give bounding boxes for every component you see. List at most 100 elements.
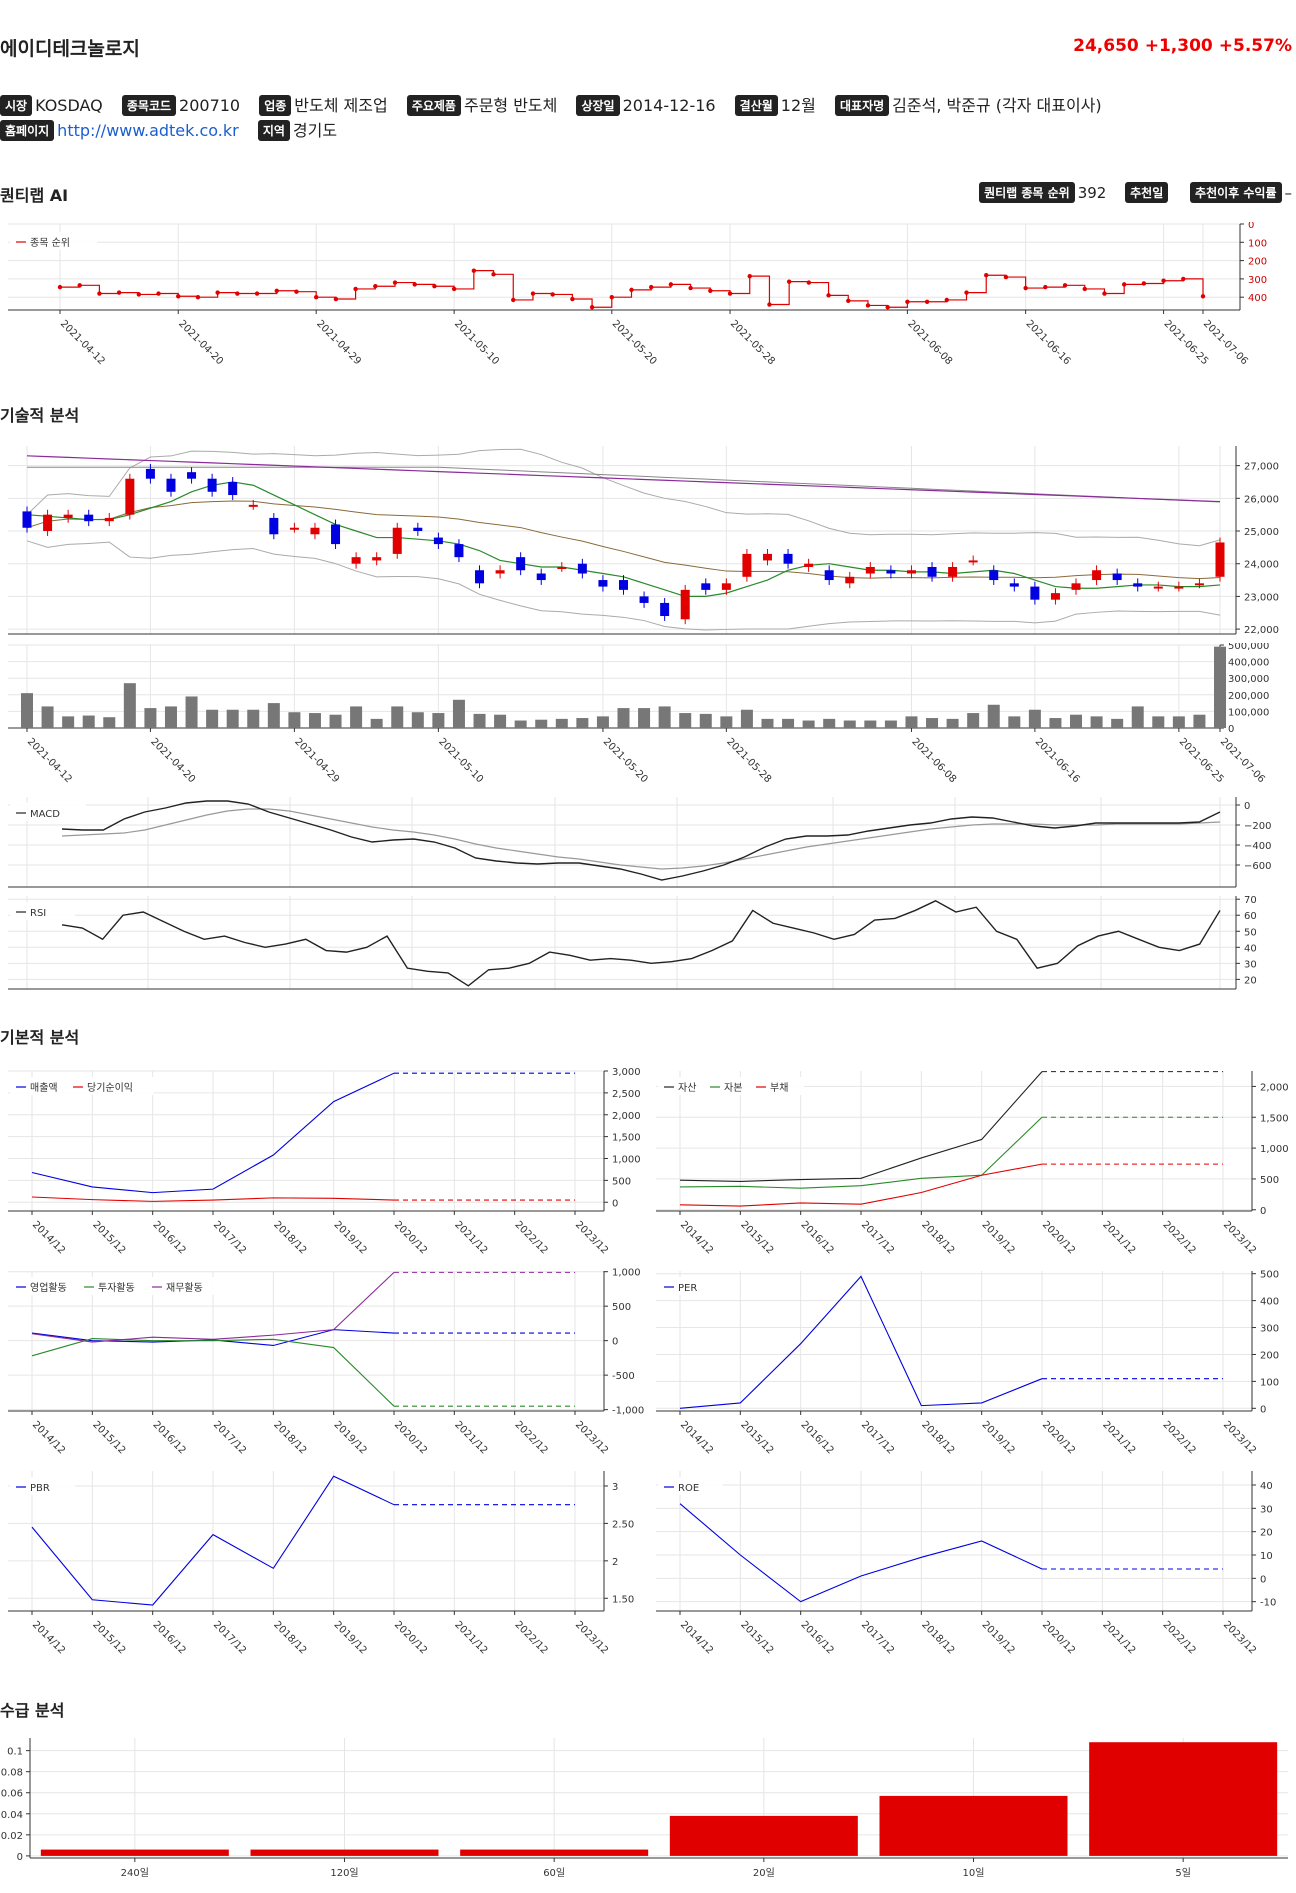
volume-bar <box>987 704 1000 728</box>
rank-point <box>392 280 398 285</box>
price-change-pct: +5.57% <box>1218 36 1292 56</box>
y-tick-label: 200 <box>1248 257 1267 268</box>
x-tick-label: 2015/12 <box>738 1419 775 1456</box>
y-tick-label: 0 <box>1248 222 1254 231</box>
section-title-tech: 기술적 분석 <box>0 406 80 425</box>
info-market: 시장 KOSDAQ <box>0 95 103 116</box>
volume-bar <box>555 718 568 728</box>
candle-body <box>145 468 155 479</box>
x-tick-label: 2017/12 <box>859 1219 896 1256</box>
candle-body <box>248 504 258 507</box>
candle-body <box>1071 583 1081 590</box>
y-tick-label: 23,000 <box>1244 592 1279 603</box>
rank-point <box>471 268 477 273</box>
y-tick-label: 3,000 <box>612 1067 641 1078</box>
candle-body <box>783 553 793 564</box>
rank-point <box>136 292 142 297</box>
x-tick-label: 2021-04-20 <box>148 736 197 785</box>
x-tick-label: 2016/12 <box>799 1619 836 1656</box>
legend-label: 매출액 <box>30 1082 58 1094</box>
candle-body <box>1030 586 1040 600</box>
x-tick-label: 2017/12 <box>211 1219 248 1256</box>
y-tick-label: 20 <box>1244 975 1257 986</box>
y-tick-label: −400 <box>1244 841 1271 852</box>
series-line <box>31 1475 395 1606</box>
supply-bar <box>460 1849 649 1856</box>
volume-bar <box>411 712 424 728</box>
candle-body <box>968 560 978 563</box>
volume-bar <box>967 713 980 728</box>
x-tick-label: 2019/12 <box>332 1619 369 1656</box>
supply-bar <box>1089 1742 1278 1856</box>
y-tick-label: 0 <box>1228 724 1234 735</box>
rank-point <box>905 299 910 304</box>
x-tick-label: 2014/12 <box>30 1219 67 1256</box>
series-line <box>679 1163 1043 1207</box>
x-tick-label: 2020/12 <box>392 1419 429 1456</box>
x-tick-label: 2020/12 <box>1040 1219 1077 1256</box>
volume-bar <box>123 683 136 728</box>
rank-point <box>1121 282 1127 287</box>
x-tick-label: 2019/12 <box>980 1619 1017 1656</box>
volume-bar <box>576 718 589 728</box>
x-tick-label: 2016/12 <box>151 1619 188 1656</box>
legend-label: 자본 <box>724 1082 742 1094</box>
y-tick-label: 1,000 <box>612 1155 641 1166</box>
volume-bar <box>1214 646 1226 728</box>
volume-bar <box>926 718 939 728</box>
volume-chart: 0 100,000 200,000 300,000 400,000 500,000 2021… <box>8 643 1269 785</box>
pbr-chart: 1.50 2 2.50 3 2014/12 2015/12 2016/12 2017/12 20… <box>8 1471 634 1656</box>
rank-point <box>353 286 358 292</box>
x-tick-label: 2021/12 <box>1100 1619 1137 1656</box>
volume-bar <box>206 709 219 728</box>
rank-point <box>688 285 693 291</box>
rank-point <box>116 290 122 295</box>
rank-point <box>491 272 496 277</box>
bollinger-lower-line <box>26 540 1221 631</box>
volume-bar <box>638 708 651 728</box>
rank-point <box>964 290 969 295</box>
x-tick-label: 2021-06-08 <box>909 736 958 785</box>
volume-bar <box>288 712 301 728</box>
volume-bar <box>185 696 198 728</box>
volume-bar <box>164 706 177 728</box>
roe-chart: -10 0 10 20 30 40 2014/12 2015/12 2016/12 2017/12… <box>656 1471 1276 1656</box>
x-tick-label: 20일 <box>753 1867 775 1879</box>
volume-bar <box>21 693 33 728</box>
price-candlestick-chart: 22,000 23,000 24,000 25,000 26,000 27,000 <box>8 446 1279 636</box>
legend-label: PER <box>678 1283 697 1294</box>
volume-bar <box>843 720 856 728</box>
x-tick-label: 2021-04-29 <box>292 736 341 785</box>
y-tick-label: 2,000 <box>1260 1082 1289 1093</box>
x-tick-label: 2021/12 <box>1100 1219 1137 1256</box>
y-tick-label: 50 <box>1244 927 1257 938</box>
rank-point <box>432 284 437 289</box>
candle-body <box>495 570 505 574</box>
x-tick-label: 2021-05-10 <box>452 318 501 367</box>
volume-bar <box>432 713 445 728</box>
homepage-link[interactable]: http://www.adtek.co.kr <box>57 121 239 140</box>
rank-point <box>215 290 220 295</box>
y-tick-label: 20 <box>1260 1528 1273 1539</box>
y-tick-label: 26,000 <box>1244 494 1279 505</box>
candle-body <box>660 602 670 617</box>
volume-bar <box>82 715 95 728</box>
current-price: 24,650 <box>1073 36 1139 56</box>
x-tick-label: 2023/12 <box>573 1619 610 1656</box>
volume-bar <box>391 706 404 728</box>
rank-point <box>235 291 240 296</box>
info-ceo: 대표자명 김준석, 박준규 (각자 대표이사) <box>834 95 1102 116</box>
rsi-line <box>61 900 1221 987</box>
y-tick-label: 2,500 <box>612 1089 641 1100</box>
candle-body <box>104 517 114 522</box>
x-tick-label: 5일 <box>1175 1867 1191 1879</box>
candle-body <box>701 583 711 590</box>
candle-body <box>413 527 423 532</box>
x-tick-label: 2014/12 <box>678 1619 715 1656</box>
y-tick-label: 0 <box>612 1337 618 1348</box>
y-tick-label: −600 <box>1244 861 1271 872</box>
volume-bar <box>1131 706 1144 728</box>
volume-bar <box>1152 716 1165 728</box>
x-tick-label: 2014/12 <box>30 1419 67 1456</box>
y-tick-label: 500 <box>1260 1270 1279 1281</box>
